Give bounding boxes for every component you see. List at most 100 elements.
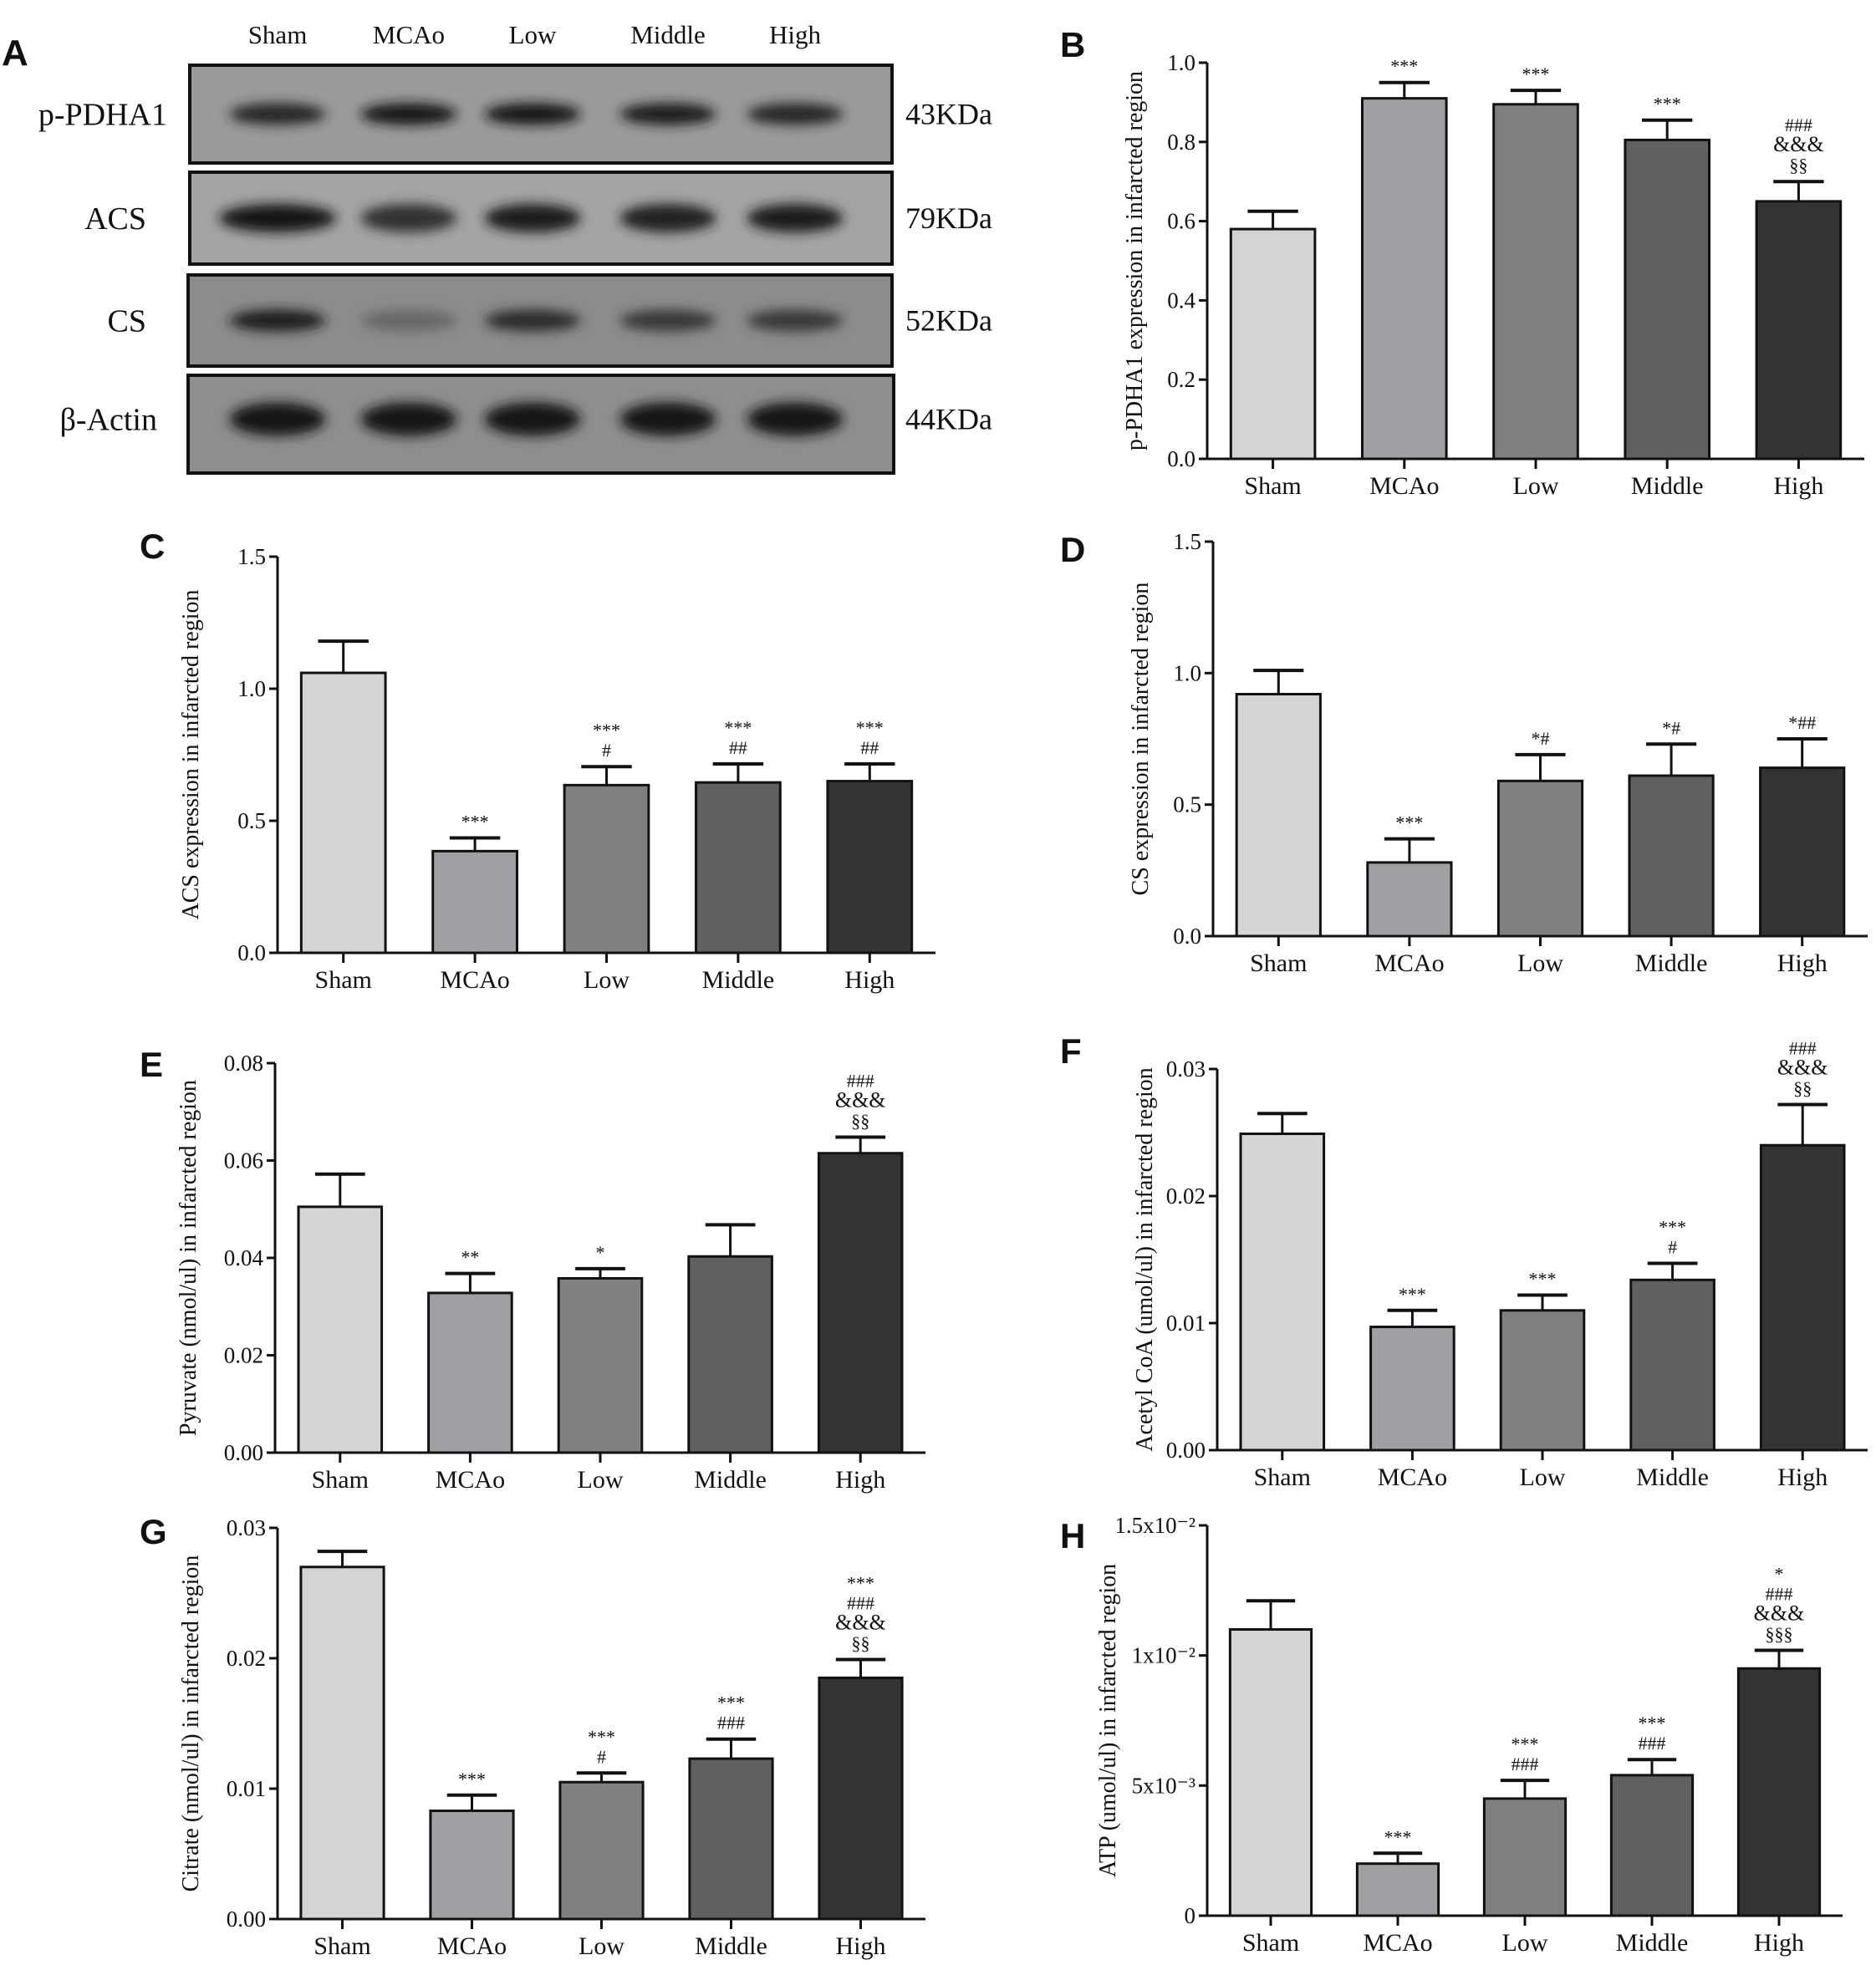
y-tick-label: 1.5 xyxy=(237,544,266,569)
y-tick-label: 0.0 xyxy=(1167,446,1195,471)
significance-label: *** xyxy=(1399,1284,1426,1305)
bar xyxy=(1629,1278,1715,1452)
lane-label: Low xyxy=(509,20,557,49)
x-tick-label: High xyxy=(1777,949,1828,977)
bar xyxy=(1239,1133,1326,1452)
protein-band xyxy=(619,204,716,232)
significance-label: §§ xyxy=(1793,1078,1812,1099)
significance-label: ### xyxy=(1789,1038,1817,1059)
bar xyxy=(1360,97,1448,461)
x-tick-label: MCAo xyxy=(1363,1929,1432,1957)
x-tick-label: Middle xyxy=(694,1466,767,1494)
protein-label: p-PDHA1 xyxy=(38,98,167,133)
bar xyxy=(1759,766,1846,938)
y-axis-label: ATP (umol/ul) in infarcted region xyxy=(1095,1564,1121,1877)
x-tick-label: Sham xyxy=(1250,949,1307,977)
lane-label: High xyxy=(769,20,822,49)
x-tick-label: Low xyxy=(578,1466,624,1494)
significance-label: *** xyxy=(593,720,620,741)
significance-label: *** xyxy=(1522,64,1550,84)
y-tick-label: 0.01 xyxy=(1166,1311,1206,1336)
x-tick-label: Low xyxy=(1520,1464,1566,1491)
x-tick-label: MCAo xyxy=(440,966,509,994)
protein-band xyxy=(229,402,326,436)
significance-label: §§ xyxy=(1789,155,1807,176)
bar xyxy=(1492,103,1579,461)
blot-row: ACS 79KDa xyxy=(84,171,992,266)
y-tick-label: 5x10⁻³ xyxy=(1132,1773,1195,1798)
y-axis-label: ACS expression in infarcted region xyxy=(178,589,204,919)
bar xyxy=(687,1255,773,1454)
bar xyxy=(427,1291,513,1454)
lane-label: Sham xyxy=(248,20,308,49)
protein-band xyxy=(747,402,844,436)
significance-label: ## xyxy=(729,737,747,758)
bar xyxy=(1235,693,1322,938)
protein-band xyxy=(484,204,581,232)
bar xyxy=(297,1205,384,1454)
y-tick-label: 1.0 xyxy=(1167,50,1195,75)
bar xyxy=(688,1757,774,1921)
x-tick-label: High xyxy=(1754,1929,1804,1957)
molecular-weight-label: 79KDa xyxy=(905,201,992,235)
x-tick-label: MCAo xyxy=(436,1466,505,1494)
protein-label: ACS xyxy=(84,201,146,237)
y-tick-label: 1.0 xyxy=(1173,660,1201,685)
significance-label: *** xyxy=(458,1769,486,1789)
panel-letter: H xyxy=(1060,1516,1085,1555)
x-tick-label: High xyxy=(1777,1464,1828,1491)
y-tick-label: 0.5 xyxy=(237,808,266,833)
x-tick-label: Middle xyxy=(1635,949,1708,977)
western-blot-panel: A Sham MCAo Low Middle High p-PDHA1 43KDa ACS 79K… xyxy=(2,20,992,475)
x-tick-label: Low xyxy=(1502,1929,1548,1957)
bar xyxy=(1736,1667,1822,1917)
x-tick-label: Low xyxy=(1513,472,1559,500)
y-tick-label: 0.03 xyxy=(1166,1056,1206,1082)
y-tick-label: 0.04 xyxy=(224,1245,264,1270)
significance-label: *** xyxy=(1395,812,1423,833)
y-axis-label: Citrate (nmol/ul) in infarcted region xyxy=(178,1555,204,1892)
significance-label: §§ xyxy=(851,1111,869,1132)
x-tick-label: Middle xyxy=(1631,472,1704,500)
chart-e: E 0.00 0.02 0.04 0.06 0.08 Sham MCAo ** Low * Middl… xyxy=(140,1045,925,1494)
significance-label: * xyxy=(1775,1563,1784,1584)
bar xyxy=(818,1676,904,1921)
significance-label: ### xyxy=(847,1593,874,1614)
significance-label: ### xyxy=(1785,115,1812,135)
bar xyxy=(299,1565,385,1921)
y-tick-label: 0.0 xyxy=(237,940,266,965)
blot-row: β-Actin 44KDa xyxy=(60,374,992,475)
significance-label: *# xyxy=(1532,728,1550,749)
molecular-weight-label: 44KDa xyxy=(905,403,992,436)
y-tick-label: 0.02 xyxy=(1166,1184,1206,1209)
protein-band xyxy=(747,204,844,232)
y-tick-label: 1.0 xyxy=(237,676,266,701)
significance-label: &&& xyxy=(1773,132,1824,156)
bar xyxy=(1759,1143,1846,1452)
bar xyxy=(1229,227,1317,461)
bar xyxy=(563,783,650,955)
chart-d: D 0.0 0.5 1.0 1.5 Sham MCAo *** Low *# Middle *# Hig… xyxy=(1060,529,1868,977)
significance-label: *** xyxy=(1659,1217,1686,1238)
y-tick-label: 0.4 xyxy=(1167,288,1195,313)
y-tick-label: 0.2 xyxy=(1167,367,1195,392)
significance-label: *** xyxy=(1384,1826,1412,1847)
bar xyxy=(1624,138,1711,461)
blot-row: CS 52KDa xyxy=(108,273,992,368)
bar xyxy=(558,1780,645,1921)
bar xyxy=(1496,779,1584,938)
significance-label: *** xyxy=(588,1726,615,1747)
x-tick-label: Sham xyxy=(1244,472,1301,500)
molecular-weight-label: 52KDa xyxy=(905,304,992,338)
bar xyxy=(1755,200,1843,461)
panel-letter: F xyxy=(1060,1031,1082,1071)
protein-band xyxy=(229,103,326,125)
significance-label: ### xyxy=(847,1071,874,1092)
protein-label: CS xyxy=(108,304,146,339)
x-tick-label: High xyxy=(844,966,895,994)
protein-band xyxy=(360,309,457,332)
chart-b: B 0.0 0.2 0.4 0.6 0.8 1.0 Sham MCAo *** Low *** Midd… xyxy=(1060,25,1864,500)
